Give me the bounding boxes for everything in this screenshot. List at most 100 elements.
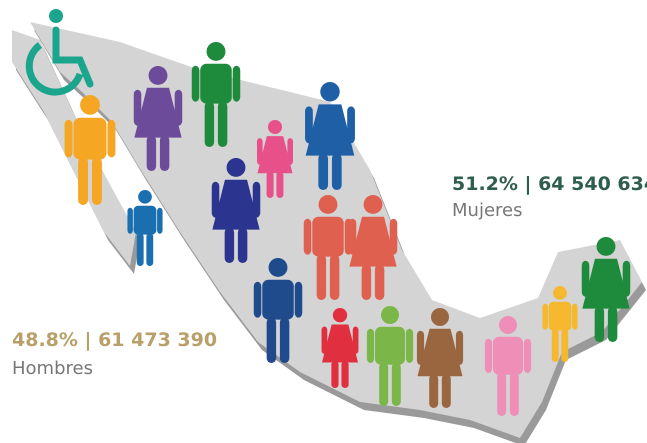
body bbox=[375, 326, 405, 365]
person-icon bbox=[127, 190, 163, 266]
arm bbox=[287, 138, 294, 165]
arm bbox=[252, 181, 261, 218]
body bbox=[134, 87, 182, 138]
head bbox=[431, 308, 449, 326]
men-label: Hombres bbox=[12, 358, 93, 379]
leg bbox=[379, 362, 389, 406]
leg bbox=[91, 157, 102, 205]
arm bbox=[416, 330, 425, 365]
head bbox=[80, 95, 100, 115]
leg bbox=[497, 372, 507, 416]
leg bbox=[429, 374, 439, 408]
arm bbox=[542, 303, 548, 330]
arm bbox=[107, 119, 116, 158]
head bbox=[320, 82, 340, 102]
leg bbox=[279, 317, 290, 363]
person-icon bbox=[484, 316, 532, 416]
people-icons bbox=[25, 9, 631, 416]
leg bbox=[136, 233, 144, 266]
leg bbox=[331, 153, 342, 190]
body bbox=[493, 336, 523, 375]
arm bbox=[523, 338, 532, 373]
arm bbox=[133, 89, 142, 126]
leg bbox=[594, 306, 605, 342]
arm bbox=[455, 330, 464, 365]
leg bbox=[318, 153, 329, 190]
person-icon bbox=[321, 308, 359, 388]
arm bbox=[366, 328, 375, 363]
body bbox=[73, 117, 107, 160]
head bbox=[553, 286, 567, 300]
leg bbox=[329, 254, 340, 300]
head bbox=[332, 308, 348, 323]
body bbox=[262, 279, 294, 320]
wheelchair-icon bbox=[25, 9, 94, 96]
head bbox=[226, 158, 246, 177]
arm bbox=[294, 281, 303, 318]
leg bbox=[146, 135, 157, 171]
body bbox=[349, 216, 397, 267]
arm bbox=[253, 281, 262, 318]
seat bbox=[52, 26, 94, 88]
leg bbox=[276, 171, 284, 198]
person-icon bbox=[348, 195, 398, 300]
leg bbox=[266, 171, 274, 198]
body bbox=[548, 301, 572, 331]
leg bbox=[331, 361, 339, 388]
head bbox=[499, 316, 517, 334]
body bbox=[322, 324, 358, 363]
arm bbox=[622, 260, 631, 297]
person-icon bbox=[581, 237, 631, 342]
body bbox=[212, 179, 260, 230]
leg bbox=[509, 372, 519, 416]
person-icon bbox=[305, 82, 355, 190]
arm bbox=[127, 207, 133, 234]
arm bbox=[572, 303, 578, 330]
leg bbox=[374, 264, 385, 300]
leg bbox=[146, 233, 154, 266]
body bbox=[312, 216, 344, 257]
person-icon bbox=[211, 158, 261, 263]
women-stat: 51.2% | 64 540 634 bbox=[452, 173, 647, 195]
body bbox=[305, 104, 355, 156]
head bbox=[318, 195, 338, 214]
head bbox=[596, 237, 616, 256]
person-icon bbox=[416, 308, 464, 408]
head bbox=[268, 258, 288, 277]
arm bbox=[581, 260, 590, 297]
women-label: Mujeres bbox=[452, 200, 522, 221]
leg bbox=[78, 157, 89, 205]
person-icon bbox=[253, 258, 303, 363]
arm bbox=[157, 207, 163, 234]
person-icon bbox=[191, 42, 241, 147]
arm bbox=[174, 89, 183, 126]
leg bbox=[316, 254, 327, 300]
arm bbox=[405, 328, 414, 363]
body bbox=[133, 205, 157, 235]
arm bbox=[347, 106, 355, 144]
person-icon bbox=[133, 66, 183, 171]
leg bbox=[391, 362, 401, 406]
arm bbox=[303, 218, 312, 255]
arm bbox=[305, 106, 313, 144]
leg bbox=[204, 101, 215, 147]
person-icon bbox=[542, 286, 578, 362]
arm bbox=[389, 218, 398, 255]
body bbox=[417, 328, 463, 377]
arm bbox=[211, 181, 220, 218]
leg bbox=[551, 329, 559, 362]
leg bbox=[361, 264, 372, 300]
men-stat: 48.8% | 61 473 390 bbox=[12, 329, 217, 351]
head bbox=[267, 120, 283, 135]
leg bbox=[607, 306, 618, 342]
head bbox=[206, 42, 226, 61]
leg bbox=[341, 361, 349, 388]
body bbox=[257, 136, 293, 174]
head bbox=[148, 66, 168, 85]
person-icon bbox=[64, 95, 116, 205]
arm bbox=[352, 326, 359, 354]
arm bbox=[321, 326, 328, 354]
arm bbox=[484, 338, 493, 373]
